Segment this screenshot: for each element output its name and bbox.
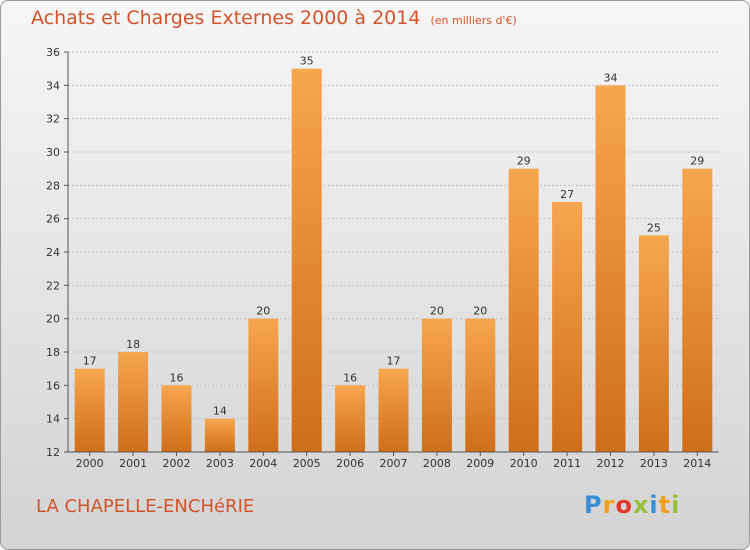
chart-title-text: Achats et Charges Externes 2000 à 2014: [31, 7, 421, 29]
logo-letter: o: [615, 491, 633, 519]
y-tick-label: 16: [46, 379, 60, 392]
bar: [335, 385, 366, 452]
bar: [682, 168, 713, 452]
bar: [248, 318, 279, 452]
logo-letter: t: [658, 491, 672, 519]
x-tick-label: 2011: [553, 457, 581, 470]
bar: [118, 352, 149, 452]
chart-unit: (en milliers d'€): [430, 14, 517, 27]
x-tick-label: 2009: [466, 457, 494, 470]
x-tick-label: 2014: [683, 457, 711, 470]
y-tick-label: 12: [46, 446, 60, 459]
bar-layer: 17 18 16 14 20 35 16 17 20 20 29 27 34 25 29: [74, 55, 713, 453]
data-label: 20: [256, 305, 270, 318]
x-tick-label: 2007: [380, 457, 408, 470]
data-label: 14: [213, 405, 227, 418]
data-label: 18: [126, 338, 140, 351]
y-tick-label: 32: [46, 113, 60, 126]
logo-letter: P: [584, 491, 603, 519]
bar: [595, 85, 626, 452]
bar: [204, 418, 235, 452]
x-tick-label: 2001: [119, 457, 147, 470]
data-label: 27: [560, 188, 574, 201]
y-tick-label: 36: [46, 46, 60, 59]
commune-name: LA CHAPELLE-ENCHéRIE: [36, 496, 255, 517]
bar: [74, 368, 105, 452]
data-label: 25: [647, 221, 661, 234]
bar: [508, 168, 539, 452]
data-label: 34: [604, 71, 618, 84]
y-tick-label: 18: [46, 346, 60, 359]
bar: [465, 318, 496, 452]
bar: [552, 202, 583, 452]
bar: [378, 368, 409, 452]
bar: [291, 68, 322, 453]
logo-letter: r: [602, 491, 616, 519]
y-tick-label: 20: [46, 313, 60, 326]
logo-letter: i: [671, 491, 681, 519]
data-label: 16: [170, 371, 184, 384]
logo-letter: i: [649, 491, 659, 519]
axis-layer: 12 14 16 18 20 22 24 26 28 30 32 34 36 2000 2001 2002 20…: [46, 46, 719, 470]
y-tick-label: 22: [46, 279, 60, 292]
y-tick-label: 26: [46, 213, 60, 226]
bar: [161, 385, 192, 452]
y-tick-label: 34: [46, 79, 60, 92]
x-tick-label: 2003: [206, 457, 234, 470]
data-label: 29: [690, 155, 704, 168]
data-label: 20: [430, 305, 444, 318]
y-tick-label: 14: [46, 413, 60, 426]
x-tick-label: 2008: [423, 457, 451, 470]
data-label: 20: [473, 305, 487, 318]
x-tick-label: 2004: [249, 457, 277, 470]
x-tick-label: 2002: [163, 457, 191, 470]
data-label: 29: [517, 155, 531, 168]
data-label: 17: [387, 355, 401, 368]
y-tick-label: 28: [46, 179, 60, 192]
proxiti-logo: Proxiti: [584, 491, 680, 519]
x-tick-label: 2013: [640, 457, 668, 470]
x-tick-label: 2010: [510, 457, 538, 470]
x-tick-label: 2005: [293, 457, 321, 470]
data-label: 16: [343, 371, 357, 384]
y-tick-label: 30: [46, 146, 60, 159]
x-tick-label: 2012: [597, 457, 625, 470]
x-tick-label: 2006: [336, 457, 364, 470]
chart-title: Achats et Charges Externes 2000 à 2014 (e…: [31, 7, 517, 29]
bar: [421, 318, 452, 452]
bar: [638, 235, 669, 452]
x-tick-label: 2000: [76, 457, 104, 470]
data-label: 35: [300, 55, 314, 68]
logo-letter: x: [632, 491, 650, 519]
y-tick-label: 24: [46, 246, 60, 259]
data-label: 17: [83, 355, 97, 368]
